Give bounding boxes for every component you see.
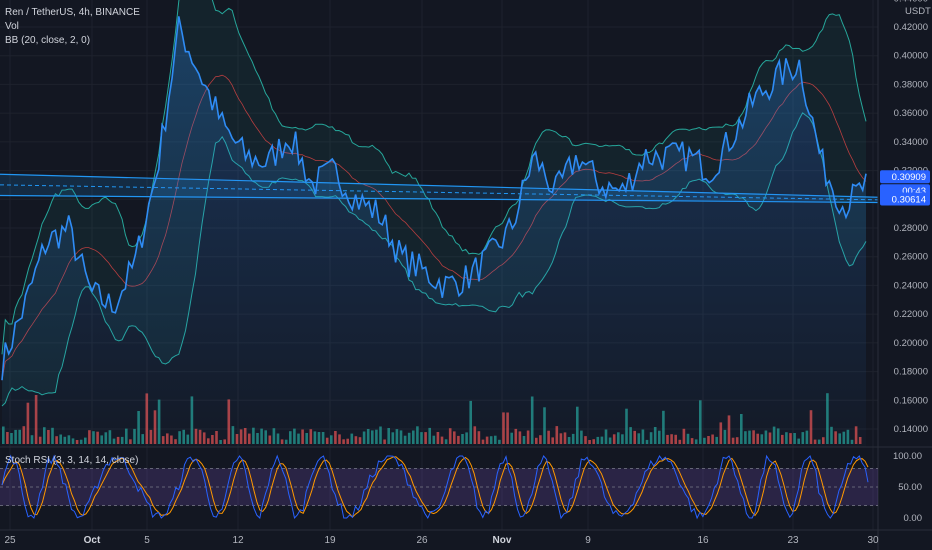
svg-text:0.30614: 0.30614 (892, 194, 926, 205)
stoch-k-line (1, 454, 869, 520)
price-tick-label: 0.36000 (894, 108, 928, 119)
price-tick-label: 0.16000 (894, 395, 928, 406)
price-area (2, 16, 866, 448)
bb-fill (2, 0, 866, 406)
price-tag-upper: 0.30909 (880, 170, 930, 184)
time-tick-label: 23 (787, 535, 799, 546)
time-tick-label: 30 (867, 535, 879, 546)
price-tags: 0.30909 00:430.30614 (880, 170, 930, 206)
time-tick-label: 25 (4, 535, 16, 546)
stoch-tick-label: 50.00 (898, 482, 922, 493)
svg-text:0.30909: 0.30909 (892, 172, 926, 183)
stoch-d-line (1, 456, 869, 518)
stoch-tick-label: 0.00 (904, 513, 923, 524)
stoch-tick-label: 100.00 (893, 451, 922, 462)
price-tick-label: 0.38000 (894, 79, 928, 90)
price-tick-label: 0.22000 (894, 309, 928, 320)
stoch-axis[interactable]: 100.00 50.00 0.00 (893, 451, 922, 524)
time-tick-label: 26 (416, 535, 428, 546)
legend-bollinger[interactable]: BB (20, close, 2, 0) (5, 35, 91, 46)
price-tick-label: 0.40000 (894, 51, 928, 62)
legend-symbol[interactable]: Ren / TetherUS, 4h, BINANCE (5, 7, 140, 18)
price-tick-label: 0.20000 (894, 338, 928, 349)
price-tick-label: 0.18000 (894, 367, 928, 378)
time-axis[interactable]: 25 Oct 5 12 19 26 Nov 9 16 23 30 (4, 535, 879, 546)
time-tick-label: 16 (697, 535, 709, 546)
price-line (1, 16, 867, 381)
price-tick-label: 0.14000 (894, 424, 928, 435)
time-tick-label: 5 (144, 535, 150, 546)
price-tag-lower: 0.30614 (880, 192, 930, 206)
price-series (1, 16, 867, 448)
legend-volume[interactable]: Vol (5, 21, 19, 32)
stoch-rsi-label[interactable]: Stoch RSI (3, 3, 14, 14, close) (5, 455, 139, 466)
time-tick-label: Nov (493, 535, 512, 546)
stoch-rsi-pane (0, 454, 878, 520)
price-axis[interactable]: 0.44000 0.42000 0.40000 0.38000 0.36000 0.340… (894, 0, 928, 435)
time-tick-label: Oct (84, 535, 101, 546)
price-tick-label: 0.24000 (894, 280, 928, 291)
currency-label: USDT (905, 6, 931, 17)
price-tick-label: 0.26000 (894, 252, 928, 263)
price-tick-label: 0.34000 (894, 137, 928, 148)
price-tick-label: 0.42000 (894, 22, 928, 33)
chart-legend: Ren / TetherUS, 4h, BINANCE Vol BB (20, … (5, 6, 140, 48)
time-tick-label: 12 (232, 535, 244, 546)
time-tick-label: 19 (324, 535, 336, 546)
time-tick-label: 9 (585, 535, 591, 546)
price-tick-label: 0.28000 (894, 223, 928, 234)
svg-text:00:43: 00:43 (902, 186, 926, 197)
price-tick-label: 0.44000 (894, 0, 928, 4)
